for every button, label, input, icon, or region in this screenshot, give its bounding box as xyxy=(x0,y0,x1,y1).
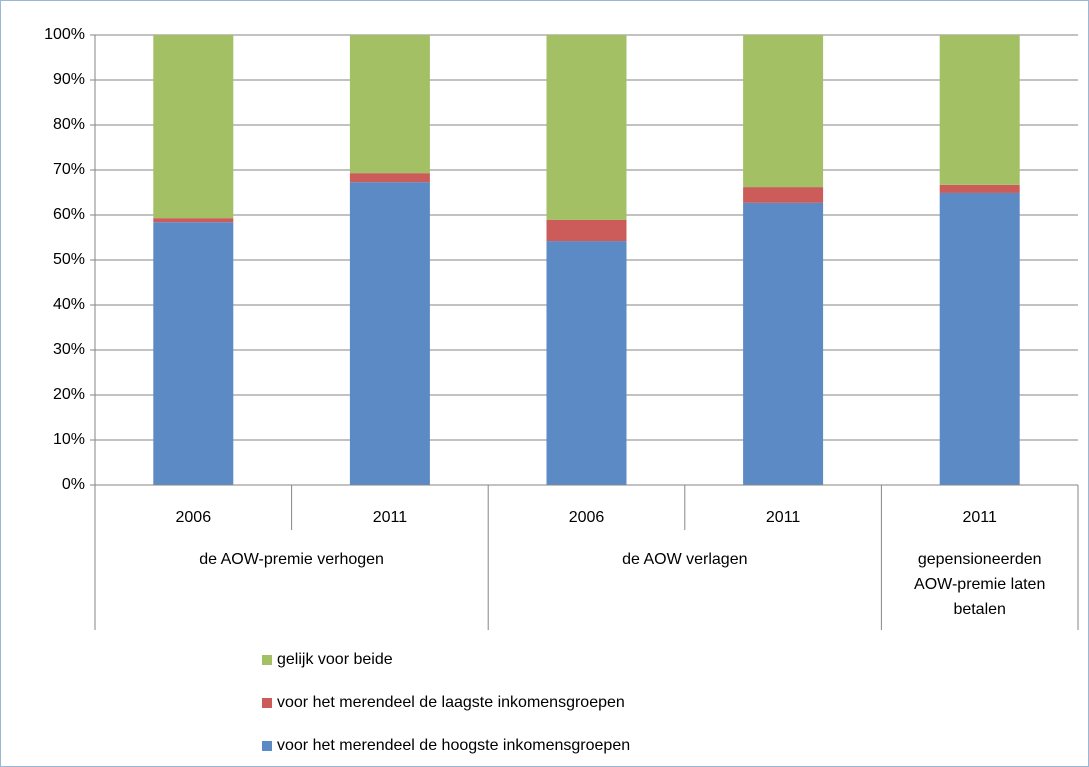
legend-swatch xyxy=(262,698,272,708)
group-label: gepensioneerden xyxy=(918,551,1042,568)
y-tick-label: 20% xyxy=(53,386,85,403)
y-tick-label: 100% xyxy=(44,26,85,43)
legend-swatch xyxy=(262,741,272,751)
y-tick-label: 50% xyxy=(53,251,85,268)
bar-segment xyxy=(743,187,824,203)
x-tick-label: 2011 xyxy=(373,509,408,526)
x-tick-label: 2006 xyxy=(176,509,212,526)
bar-segment xyxy=(153,222,234,485)
y-tick-label: 70% xyxy=(53,161,85,178)
group-label: de AOW verlagen xyxy=(622,551,747,568)
y-tick-label: 40% xyxy=(53,296,85,313)
bar-segment xyxy=(153,35,234,219)
bar-segment xyxy=(743,35,824,188)
group-label: de AOW-premie verhogen xyxy=(199,551,384,568)
y-tick-label: 30% xyxy=(53,341,85,358)
bar-segment xyxy=(743,202,824,485)
group-label: AOW-premie laten xyxy=(914,576,1045,593)
x-tick-label: 2006 xyxy=(569,509,605,526)
bar-segment xyxy=(546,219,627,242)
legend-label: voor het merendeel de laagste inkomensgr… xyxy=(277,694,625,711)
y-tick-label: 80% xyxy=(53,116,85,133)
bar-segment xyxy=(939,35,1020,185)
x-tick-label: 2011 xyxy=(962,509,997,526)
bar-segment xyxy=(349,182,430,485)
bar-segment xyxy=(546,241,627,485)
bar-segment xyxy=(349,35,430,174)
bar-segment xyxy=(153,218,234,223)
bar-segment xyxy=(349,173,430,183)
legend-swatch xyxy=(262,655,272,665)
bar-segment xyxy=(939,184,1020,193)
bar-segment xyxy=(546,35,627,220)
bar-segment xyxy=(939,192,1020,485)
y-tick-label: 60% xyxy=(53,206,85,223)
y-tick-label: 0% xyxy=(62,476,85,493)
x-tick-label: 2011 xyxy=(766,509,801,526)
y-tick-label: 10% xyxy=(53,431,85,448)
group-label: betalen xyxy=(953,601,1006,618)
y-tick-label: 90% xyxy=(53,71,85,88)
legend-label: gelijk voor beide xyxy=(277,651,393,668)
legend-label: voor het merendeel de hoogste inkomensgr… xyxy=(277,737,630,754)
